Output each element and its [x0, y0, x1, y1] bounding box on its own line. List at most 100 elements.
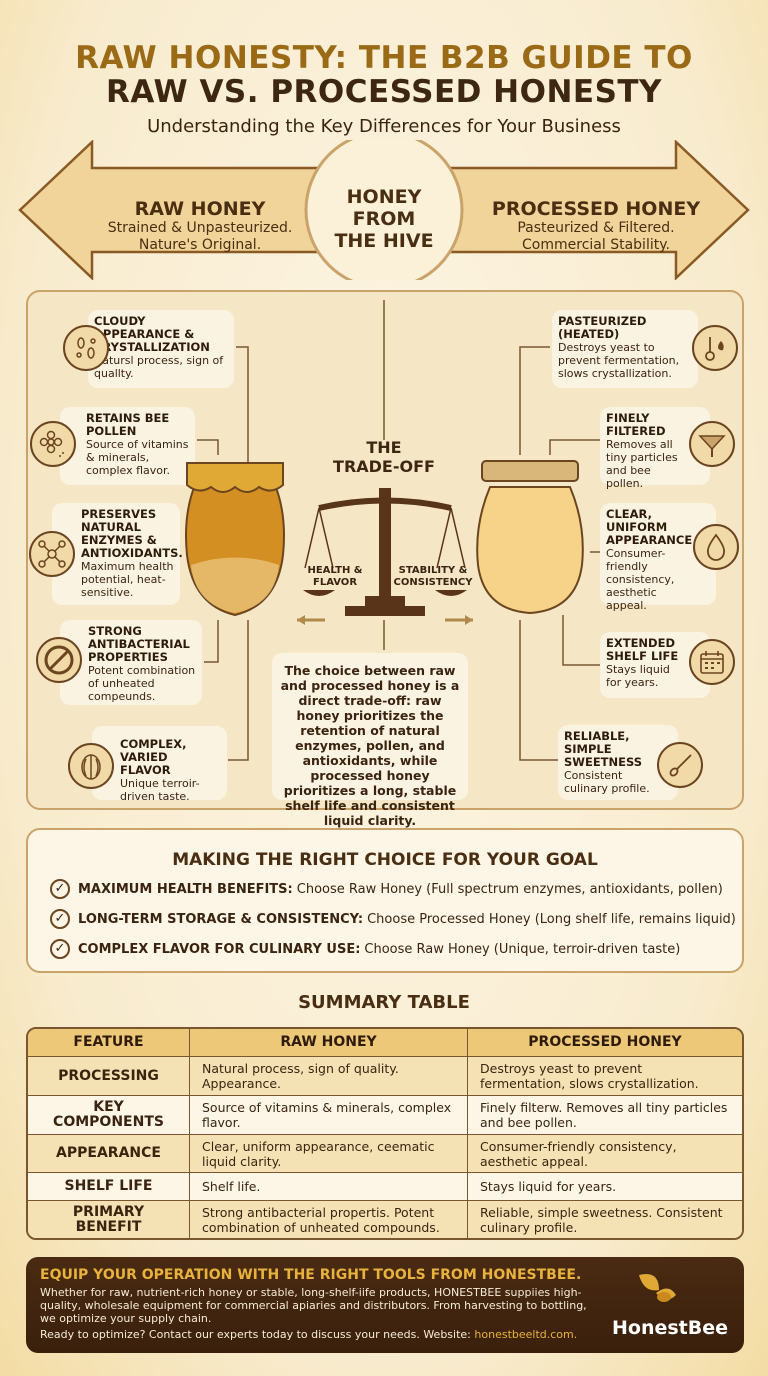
choice-item: ✓ LONG-TERM STORAGE & CONSISTENCY: Choose … [50, 908, 742, 930]
processed-honey-jar-illustration [476, 460, 584, 615]
cell: Shelf life. [190, 1173, 468, 1201]
thermometer-flame-icon [692, 325, 738, 371]
choice-item: ✓ MAXIMUM HEALTH BENEFITS: Choose Raw Hone… [50, 878, 742, 900]
hive-center-label: HONEY FROM THE HIVE [314, 186, 454, 252]
footer-headline: EQUIP YOUR OPERATION WITH THE RIGHT TOOL… [40, 1267, 582, 1283]
choice-text: Choose Processed Honey (Long shelf life,… [367, 911, 736, 927]
feature-desc: Stays liquid for years. [606, 663, 670, 689]
header-cell: FEATURE [28, 1029, 190, 1057]
cell: Source of vitamins & minerals, complex f… [190, 1096, 468, 1135]
choice-text: Choose Raw Honey (Full spectrum enzymes,… [296, 881, 723, 897]
flower-pollen-icon [30, 421, 76, 467]
check-circle-icon: ✓ [50, 879, 70, 899]
website-link[interactable]: honestbeeltd.com. [474, 1328, 578, 1341]
check-circle-icon: ✓ [50, 909, 70, 929]
cell: Destroys yeast to prevent fermentation, … [468, 1057, 742, 1096]
raw-banner-line2: Nature's Original. [138, 237, 262, 253]
feature-desc: Natursl process, sign of quallty. [94, 354, 224, 380]
cell: Stays liquid for years. [468, 1173, 742, 1201]
tradeoff-line2: TRADE-OFF [333, 457, 435, 476]
footer-cta-text: Ready to optimize? Contact our experts t… [40, 1328, 471, 1341]
brand-name: HonestBee [612, 1317, 729, 1339]
footer-body: Whether for raw, nutrient-rich honey or … [40, 1286, 587, 1325]
cell: Consumer-friendly consistency, aesthetic… [468, 1135, 742, 1173]
banner-arrows [18, 140, 750, 280]
choice-text: Choose Raw Honey (Unique, terroir-driven… [364, 941, 681, 957]
header-cell: PROCESSED HONEY [468, 1029, 742, 1057]
right-pan-label: STABILITY & CONSISTENCY [393, 565, 473, 588]
raw-feature-card: STRONG ANTIBACTERIAL PROPERTIES Potent co… [60, 620, 202, 705]
cell: PRIMARY BENEFIT [28, 1201, 190, 1238]
center-line3: THE HIVE [334, 230, 434, 252]
table-row: PROCESSING Natural process, sign of quali… [28, 1057, 742, 1096]
feature-title: CLOUDY APPEARANCE & CRYSTALLIZATION [94, 314, 210, 354]
crystals-icon [63, 325, 109, 371]
table-row: APPEARANCE Clear, uniform appearance, cee… [28, 1135, 742, 1173]
feature-title: PRESERVES NATURAL ENZYMES & ANTIOXIDANTS… [81, 507, 183, 560]
choice-box: MAKING THE RIGHT CHOICE FOR YOUR GOAL ✓ M… [26, 828, 744, 973]
feature-title: FINELY FILTERED [606, 411, 666, 438]
summary-table: FEATURE RAW HONEY PROCESSED HONEY PROCESSI… [26, 1027, 744, 1240]
feature-title: RETAINS BEE POLLEN [86, 411, 170, 438]
cell: APPEARANCE [28, 1135, 190, 1173]
cocoa-bean-icon [68, 743, 114, 789]
table-row: PRIMARY BENEFIT Strong antibacterial prop… [28, 1201, 742, 1238]
processed-feature-card: PASTEURIZED (HEATED) Destroys yeast to pr… [552, 310, 698, 388]
processed-banner-title: PROCESSED HONEY [491, 198, 701, 220]
feature-desc: Consistent culinary profile. [564, 769, 650, 795]
feature-desc: Removes all tiny particles and bee polle… [606, 438, 678, 490]
feature-desc: Unique terroir-driven taste. [120, 777, 200, 803]
check-circle-icon: ✓ [50, 939, 70, 959]
feature-desc: Potent combination of unheated compeunds… [88, 664, 196, 703]
processed-banner-line2: Commercial Stability. [522, 237, 670, 253]
feature-desc: Consumer-friendly consistency, aesthetic… [606, 547, 675, 612]
title-line-2: RAW VS. PROCESSED HONESTY [105, 74, 662, 110]
cell: Natural process, sign of quality. Appear… [190, 1057, 468, 1096]
calendar-icon [689, 639, 735, 685]
title-line-1: RAW HONESTY: THE B2B GUIDE TO [75, 40, 693, 76]
choice-label: MAXIMUM HEALTH BENEFITS: [78, 881, 293, 897]
feature-title: EXTENDED SHELF LIFE [606, 636, 679, 663]
no-bacteria-icon [36, 637, 82, 683]
feature-title: PASTEURIZED (HEATED) [558, 314, 647, 341]
raw-banner-title: RAW HONEY [134, 198, 266, 220]
quote-text: The choice between raw and processed hon… [280, 663, 460, 828]
raw-honey-jar-illustration [185, 462, 285, 617]
feature-title: CLEAR, UNIFORM APPEARANCE [606, 507, 693, 547]
table-row: SHELF LIFE Shelf life. Stays liquid for ye… [28, 1173, 742, 1201]
cell: PROCESSING [28, 1057, 190, 1096]
raw-feature-card: RETAINS BEE POLLEN Source of vitamins & m… [60, 407, 195, 485]
honestbee-logo-icon [639, 1274, 676, 1302]
droplet-icon [693, 524, 739, 570]
cell: Reliable, simple sweetness. Consistent c… [468, 1201, 742, 1238]
cell: Strong antibacterial propertis. Potent c… [190, 1201, 468, 1238]
choice-title: MAKING THE RIGHT CHOICE FOR YOUR GOAL [172, 850, 598, 870]
tradeoff-line1: THE [366, 438, 402, 457]
cell: KEY COMPONENTS [28, 1096, 190, 1135]
balance-scale-icon [297, 488, 473, 625]
spoon-icon [657, 742, 703, 788]
table-header-row: FEATURE RAW HONEY PROCESSED HONEY [28, 1029, 742, 1057]
center-line2: FROM [352, 208, 416, 230]
summary-title: SUMMARY TABLE [298, 992, 470, 1013]
tradeoff-title: THE TRADE-OFF [324, 438, 444, 476]
cell: Clear, uniform appearance, ceematic liqu… [190, 1135, 468, 1173]
raw-honey-banner: RAW HONEY Strained & Unpasteurized. Natu… [95, 198, 305, 254]
molecule-icon [29, 531, 75, 577]
left-pan-label: HEALTH & FLAVOR [307, 565, 363, 588]
feature-desc: Destroys yeast to prevent fermentation, … [558, 341, 680, 380]
header-cell: RAW HONEY [190, 1029, 468, 1057]
raw-feature-card: CLOUDY APPEARANCE & CRYSTALLIZATION Natur… [88, 310, 234, 388]
feature-title: RELIABLE, SIMPLE SWEETNESS [564, 729, 643, 769]
processed-banner-line1: Pasteurized & Filtered. [517, 220, 675, 236]
choice-item: ✓ COMPLEX FLAVOR FOR CULINARY USE: Choose … [50, 938, 742, 960]
tradeoff-quote: The choice between raw and processed hon… [272, 653, 468, 828]
center-line1: HONEY [346, 186, 422, 208]
footer-cta: EQUIP YOUR OPERATION WITH THE RIGHT TOOL… [26, 1257, 744, 1353]
table-row: KEY COMPONENTS Source of vitamins & miner… [28, 1096, 742, 1135]
feature-desc: Source of vitamins & minerals, complex f… [86, 438, 189, 477]
strainer-icon [689, 421, 735, 467]
processed-honey-banner: PROCESSED HONEY Pasteurized & Filtered. … [474, 198, 718, 254]
feature-title: COMPLEX, VARIED FLAVOR [120, 737, 187, 777]
choice-label: COMPLEX FLAVOR FOR CULINARY USE: [78, 941, 361, 957]
